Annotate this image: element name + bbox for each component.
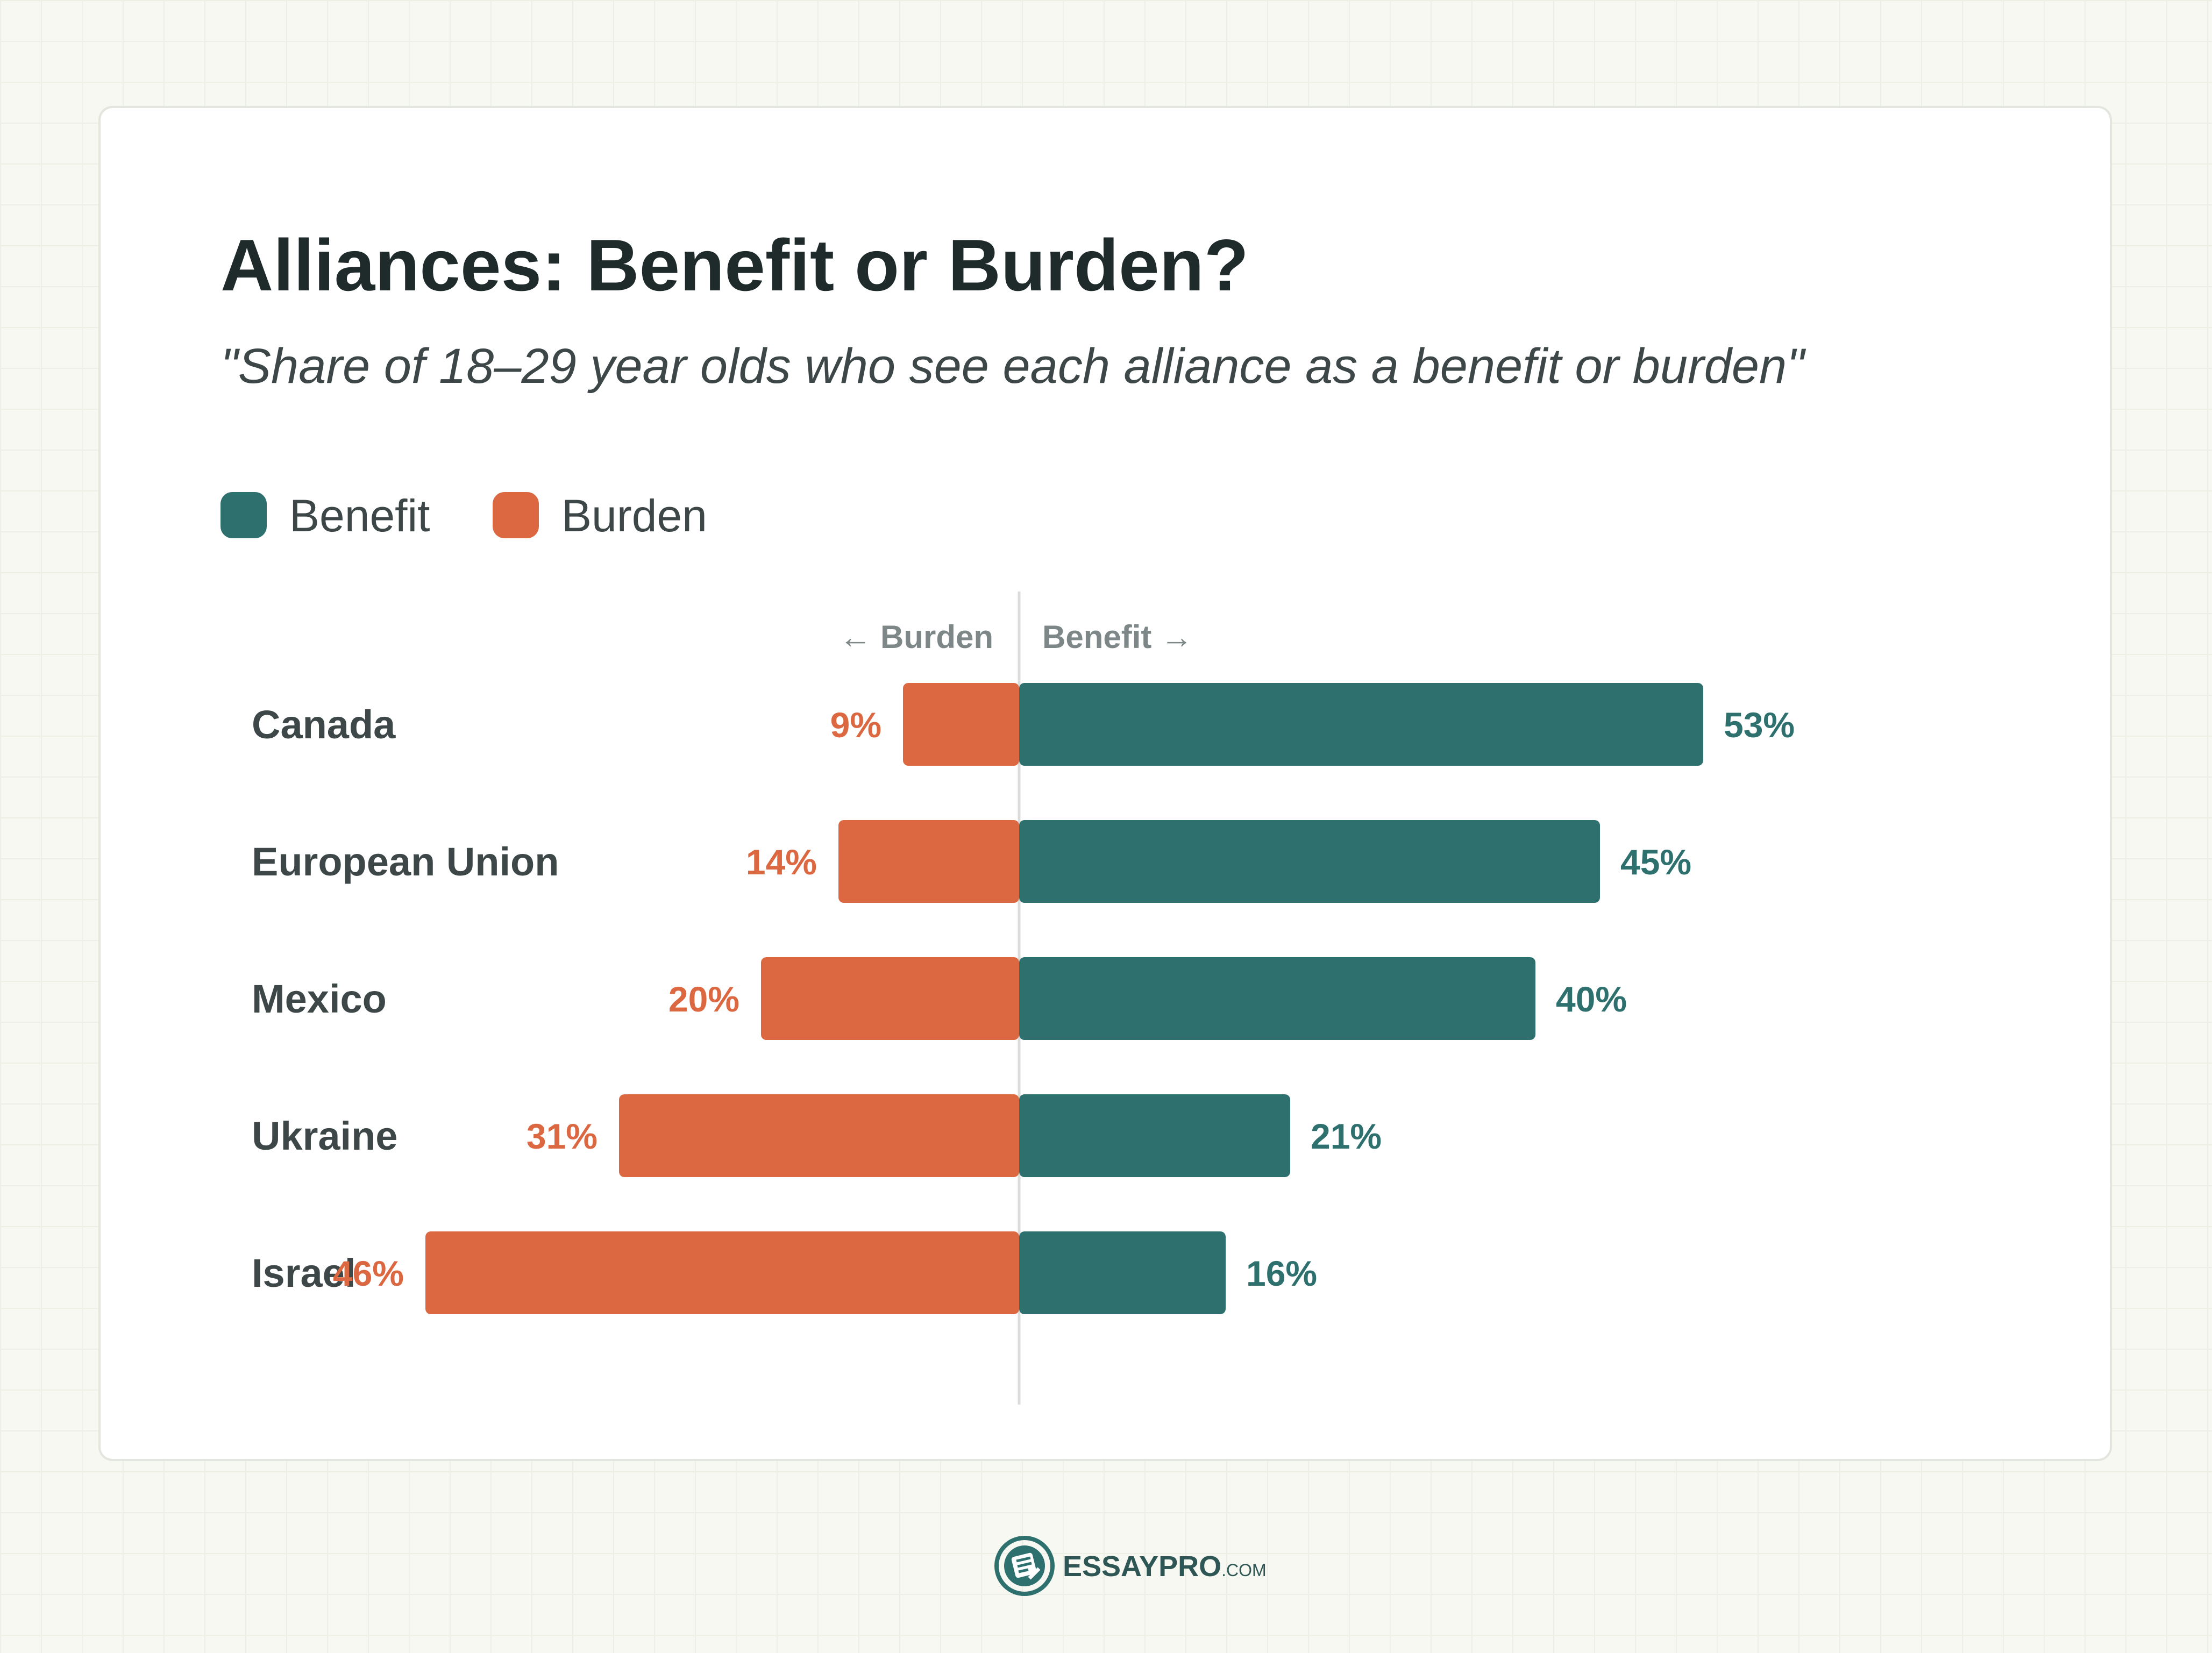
value-label-benefit-mexico: 40% bbox=[1556, 979, 1627, 1019]
legend-swatch-burden bbox=[493, 492, 539, 538]
chart-title: Alliances: Benefit or Burden? bbox=[221, 224, 1249, 306]
value-label-benefit-ukraine: 21% bbox=[1311, 1116, 1382, 1156]
value-label-burden-ukraine: 31% bbox=[527, 1116, 598, 1156]
category-label-mexico: Mexico bbox=[252, 977, 387, 1021]
legend-label-burden: Burden bbox=[561, 490, 707, 541]
axis-label-burden: ← Burden bbox=[839, 619, 993, 655]
bar-burden-european-union bbox=[838, 820, 1019, 903]
legend-swatch-benefit bbox=[221, 492, 267, 538]
category-label-ukraine: Ukraine bbox=[252, 1114, 397, 1158]
bar-burden-ukraine bbox=[619, 1094, 1019, 1177]
value-label-benefit-european-union: 45% bbox=[1620, 842, 1691, 882]
footer-brand-suffix: .COM bbox=[1221, 1561, 1267, 1580]
bar-burden-canada bbox=[903, 683, 1019, 766]
value-label-burden-israel: 46% bbox=[333, 1253, 404, 1293]
value-label-benefit-israel: 16% bbox=[1246, 1253, 1317, 1293]
value-label-burden-canada: 9% bbox=[830, 705, 881, 745]
axis-label-benefit: Benefit → bbox=[1042, 619, 1193, 655]
footer-brand: ESSAYPRO.COM bbox=[1063, 1550, 1267, 1583]
chart-subtitle: "Share of 18–29 year olds who see each a… bbox=[221, 339, 1804, 394]
document-pen-icon bbox=[994, 1536, 1055, 1596]
value-label-burden-european-union: 14% bbox=[746, 842, 817, 882]
footer-logo: ESSAYPRO.COM bbox=[994, 1536, 1267, 1596]
footer-brand-main: ESSAYPRO bbox=[1063, 1550, 1221, 1583]
value-label-burden-mexico: 20% bbox=[668, 979, 739, 1019]
bar-benefit-canada bbox=[1019, 683, 1703, 766]
bar-benefit-ukraine bbox=[1019, 1094, 1290, 1177]
bar-benefit-european-union bbox=[1019, 820, 1600, 903]
bar-benefit-mexico bbox=[1019, 957, 1535, 1040]
category-label-israel: Israel bbox=[252, 1251, 355, 1295]
bar-burden-mexico bbox=[761, 957, 1019, 1040]
bar-benefit-israel bbox=[1019, 1231, 1226, 1314]
bar-burden-israel bbox=[425, 1231, 1019, 1314]
legend-label-benefit: Benefit bbox=[289, 490, 430, 541]
category-label-canada: Canada bbox=[252, 702, 396, 747]
category-label-european-union: European Union bbox=[252, 839, 559, 884]
value-label-benefit-canada: 53% bbox=[1724, 705, 1795, 745]
